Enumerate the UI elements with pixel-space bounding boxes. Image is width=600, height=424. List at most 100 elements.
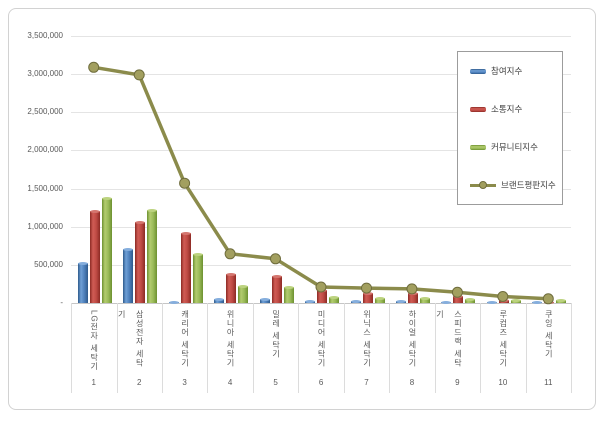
- category-label: 미디어 세탁기: [317, 310, 326, 368]
- participation-bar-cap: [259, 298, 270, 301]
- participation-bar: [77, 262, 88, 303]
- communication-bar: [317, 289, 327, 303]
- community-bar-cap: [556, 299, 567, 302]
- participation-bar: [350, 300, 361, 303]
- category-separator: [116, 303, 118, 393]
- ytick-label: 3,000,000: [27, 69, 63, 78]
- community-bar-cap: [238, 285, 249, 288]
- participation-bar-cap: [77, 262, 88, 265]
- legend-item-communication: 소통지수: [458, 90, 562, 128]
- category-separator: [389, 303, 391, 393]
- participation-bar: [168, 301, 179, 304]
- brand-reputation-marker: [88, 61, 100, 73]
- communication-bar-cap: [226, 273, 237, 276]
- community-bar: [419, 297, 430, 303]
- category-number: 11: [544, 378, 553, 387]
- communication-bar: [89, 210, 100, 303]
- communication-bar: [180, 232, 191, 303]
- category-number: 10: [498, 378, 508, 387]
- category-number: 5: [273, 378, 278, 387]
- participation-bar: [123, 248, 134, 303]
- brand-reputation-legend-marker-icon: [479, 180, 487, 189]
- category-separator: [434, 303, 436, 393]
- legend-item-participation: 참여지수: [458, 52, 562, 90]
- legend-label: 참여지수: [491, 66, 523, 76]
- participation-bar-cap: [350, 300, 361, 303]
- brand-reputation-marker: [270, 253, 281, 265]
- category-label: 쿠잉 세탁기: [544, 310, 554, 359]
- community-bar: [101, 197, 112, 303]
- participation-bar: [532, 301, 543, 304]
- community-bar: [238, 285, 249, 303]
- communication-bar: [407, 292, 418, 303]
- category-number: 7: [364, 378, 369, 387]
- communication-bar: [135, 221, 146, 303]
- ytick-label: 2,000,000: [27, 145, 63, 154]
- community-bar-cap: [374, 297, 385, 300]
- category-label: LG전자 세탁기: [89, 310, 99, 371]
- gridline: [71, 36, 571, 37]
- participation-bar: [214, 298, 225, 303]
- participation-bar: [395, 300, 406, 303]
- legend-item-brand-reputation: 브랜드평판지수: [458, 166, 562, 204]
- communication-bar-cap: [135, 221, 146, 224]
- legend-label: 브랜드평판지수: [501, 180, 556, 190]
- community-bar: [283, 286, 294, 303]
- participation-bar: [305, 300, 315, 303]
- community-bar-cap: [510, 299, 521, 302]
- community-bar-cap: [465, 298, 476, 301]
- category-label: 위니아 세탁기: [226, 310, 236, 368]
- ytick-label: 3,500,000: [27, 31, 63, 40]
- community-bar-cap: [419, 297, 430, 300]
- community-bar-cap: [192, 253, 203, 256]
- category-number: 3: [182, 378, 187, 387]
- chart-card: - 500,000 1,000,000 1,500,000 2,000,000 2,500…: [8, 8, 596, 410]
- category-separator: [161, 303, 163, 393]
- x-axis-line: [71, 303, 571, 304]
- category-label: 루컴즈 세탁기: [498, 310, 508, 368]
- communication-legend-swatch-icon: [470, 106, 486, 112]
- community-bar: [192, 253, 203, 303]
- participation-bar-cap: [123, 248, 134, 251]
- participation-bar-cap: [395, 300, 406, 303]
- community-bar: [510, 299, 521, 303]
- communication-bar-cap: [180, 232, 191, 235]
- community-bar: [374, 297, 385, 303]
- community-bar: [465, 298, 476, 303]
- category-label: 캐리어 세탁기: [180, 310, 190, 368]
- category-separator: [480, 303, 482, 393]
- communication-bar-cap: [407, 292, 418, 295]
- communication-bar: [453, 295, 464, 303]
- category-separator: [71, 303, 72, 393]
- participation-legend-swatch-icon: [470, 68, 486, 74]
- ytick-label: -: [60, 298, 63, 307]
- legend-item-community: 커뮤니티지수: [458, 128, 562, 166]
- category-number: 4: [227, 378, 233, 387]
- community-bar: [329, 296, 339, 303]
- communication-bar-cap: [271, 275, 282, 278]
- category-label: 하이얼 세탁기: [407, 310, 417, 368]
- communication-bar: [271, 275, 282, 303]
- communication-bar-cap: [317, 289, 327, 292]
- category-number: 2: [137, 378, 142, 387]
- category-label: 위닉스 세탁기: [362, 310, 372, 368]
- ytick-label: 1,000,000: [27, 222, 63, 231]
- gridline: [71, 227, 571, 228]
- communication-bar-cap: [89, 210, 100, 213]
- brand-reputation-marker: [224, 248, 236, 260]
- community-bar-cap: [283, 286, 294, 289]
- brand-reputation-legend-line-icon: [470, 180, 496, 189]
- category-separator: [207, 303, 209, 393]
- gridline: [71, 265, 571, 266]
- communication-bar-cap: [498, 299, 509, 302]
- community-legend-swatch-icon: [470, 144, 486, 150]
- participation-bar: [486, 301, 497, 304]
- communication-bar: [498, 299, 509, 303]
- category-label: 스피드랙 세탁기: [435, 310, 463, 368]
- community-bar-cap: [101, 197, 112, 200]
- category-label: 삼성전자 세탁기: [117, 310, 145, 368]
- community-bar-cap: [329, 296, 339, 299]
- community-bar-cap: [147, 209, 158, 212]
